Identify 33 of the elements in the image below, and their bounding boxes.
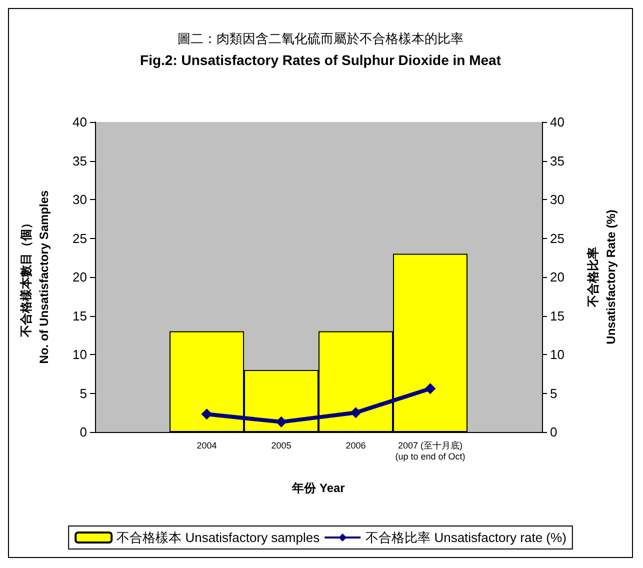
x-axis-title: 年份 Year	[291, 481, 346, 495]
y2-tick-label: 10	[550, 347, 564, 362]
point	[201, 408, 212, 420]
y2-tick-label: 0	[550, 424, 558, 440]
y-tick-label: 30	[72, 192, 87, 207]
y2-tick-label: 35	[550, 153, 564, 168]
y-tick-label: 15	[72, 308, 87, 324]
y-tick-label: 40	[72, 114, 87, 130]
y2-tick-label: 25	[550, 230, 564, 246]
x-tick-label: 2006	[346, 440, 366, 450]
legend-label: 不合格比率 Unsatisfactory rate (%)	[366, 530, 566, 545]
point	[276, 416, 287, 428]
x-tick-label: 2004	[196, 440, 217, 450]
chart-subtitle: Fig.2: Unsatisfactory Rates of Sulphur Dioxide in Meat	[140, 52, 502, 68]
chart-title: 圖二：肉類因含二氧化硫而屬於不合格樣本的比率	[178, 31, 464, 46]
y2-axis-title: 不合格比率 Unsatisfactory Rate (%)	[586, 210, 618, 344]
y-tick-label: 0	[80, 424, 87, 440]
y-tick-label: 25	[72, 230, 87, 246]
y2-tick-label: 5	[550, 386, 558, 401]
legend-label: 不合格樣本 Unsatisfactory samples	[116, 530, 320, 545]
y2-tick-label: 20	[550, 270, 564, 284]
y2-tick-label: 15	[550, 308, 564, 324]
y-tick-label: 5	[80, 386, 87, 401]
y-tick-label: 35	[72, 153, 87, 168]
x-tick-label: 2007 (至十月底) (up to end of Oct)	[395, 440, 466, 462]
point	[424, 383, 436, 394]
point	[350, 407, 362, 418]
y2-tick-label: 40	[550, 114, 564, 130]
y-tick-label: 10	[72, 347, 87, 362]
y-tick-label: 20	[72, 270, 87, 284]
x-tick-label: 2005	[271, 440, 292, 450]
y-axis-title: 不合格樣本數目（個） No. of Unsatisfactory Samples	[19, 190, 51, 364]
y2-tick-label: 30	[550, 192, 564, 207]
